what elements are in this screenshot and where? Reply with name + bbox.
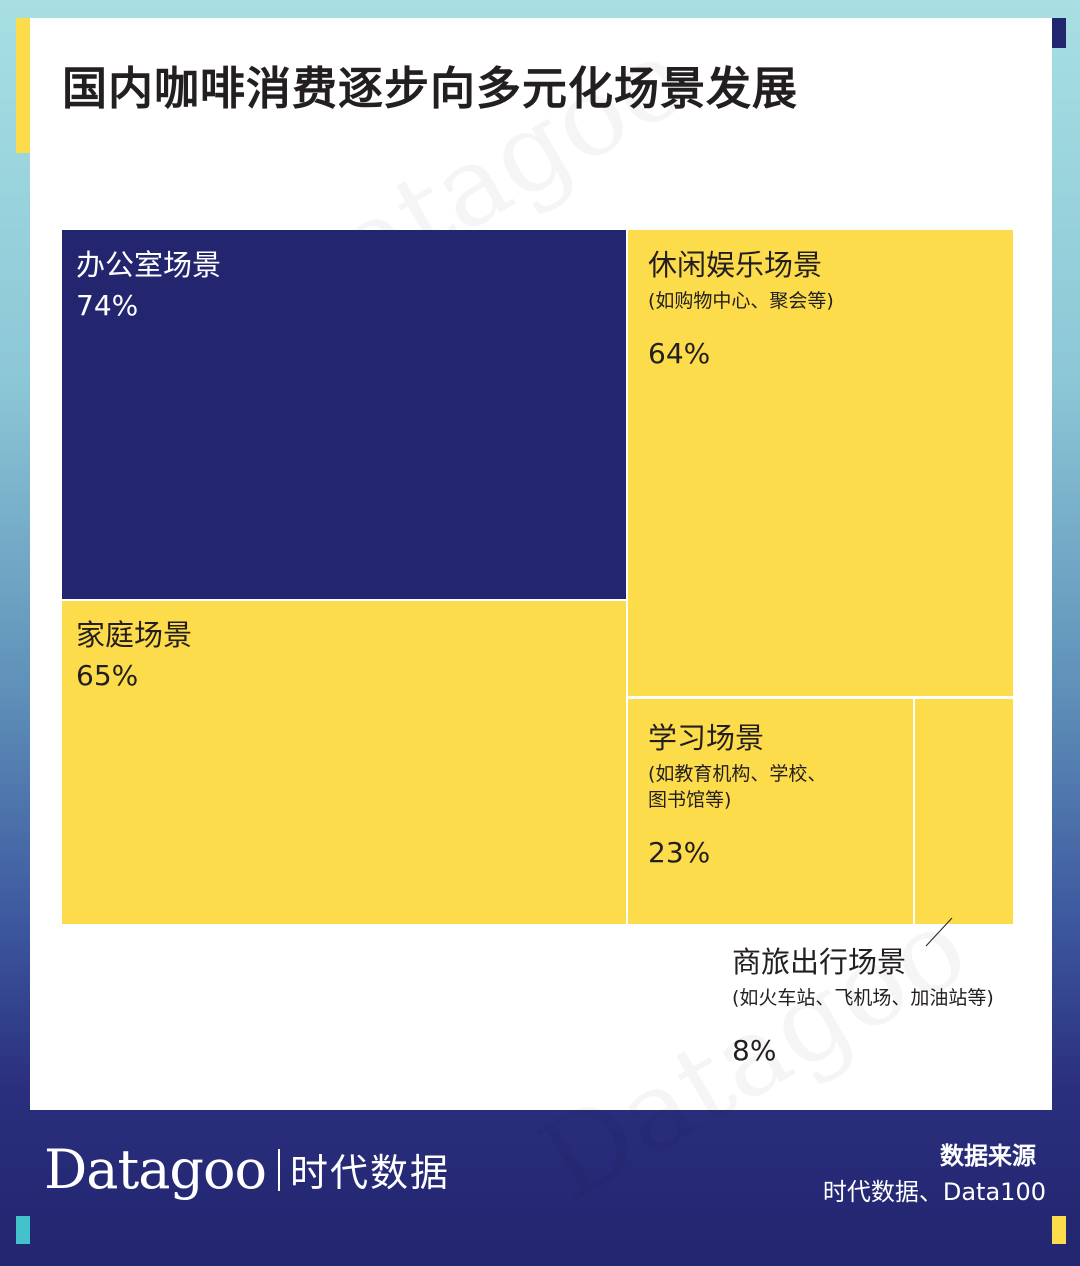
- accent-bar-left-top: [16, 18, 30, 153]
- brand-name-cn: 时代数据: [289, 1151, 450, 1195]
- source-text: 时代数据、Data100: [822, 1178, 1046, 1206]
- brand-logo: Datagoo 时代数据: [44, 1138, 450, 1201]
- source-title: 数据来源: [940, 1142, 1036, 1170]
- chart-title: 国内咖啡消费逐步向多元化场景发展: [62, 62, 799, 115]
- brand-name: Datagoo: [44, 1138, 267, 1201]
- accent-bar-right-bottom: [1052, 1216, 1066, 1244]
- accent-bar-left-bottom: [16, 1216, 30, 1244]
- accent-bar-right-top: [1052, 18, 1066, 48]
- brand-divider: [277, 1148, 280, 1191]
